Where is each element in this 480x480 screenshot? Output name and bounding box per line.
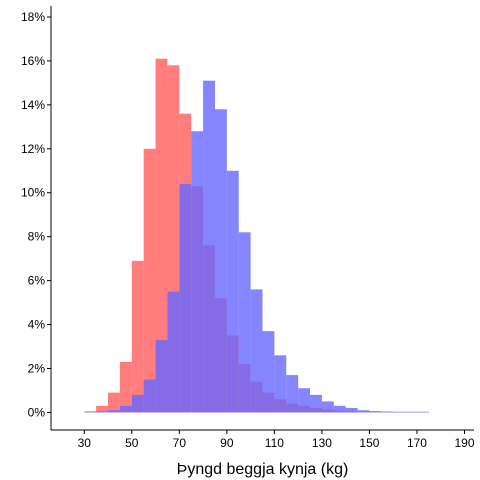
y-tick-label: 10% [21, 186, 45, 200]
x-tick-label: 130 [312, 436, 332, 450]
histogram-bar [131, 394, 144, 413]
histogram-bar [298, 388, 311, 413]
histogram-bar [262, 331, 275, 413]
histogram-bar [167, 65, 180, 413]
histogram-bar [167, 291, 180, 413]
histogram-bar [203, 80, 215, 413]
histogram-bar [119, 405, 132, 413]
x-tick-label: 30 [78, 436, 92, 450]
histogram-bar [238, 232, 251, 413]
histogram-bar [345, 408, 358, 413]
histogram-bar [310, 394, 322, 413]
histogram-bar [381, 411, 394, 413]
y-tick-label: 0% [28, 405, 46, 419]
histogram-bar [416, 411, 429, 413]
x-tick-label: 110 [265, 436, 284, 450]
x-tick-label: 190 [454, 436, 474, 450]
x-tick-label: 150 [359, 436, 379, 450]
histogram-bar [393, 411, 406, 413]
histogram-bar [250, 289, 263, 413]
histogram-bar [96, 411, 109, 413]
histogram-bar [191, 131, 204, 413]
histogram-bar [286, 375, 299, 413]
x-tick-label: 170 [407, 436, 427, 450]
histogram-bar [119, 361, 132, 413]
histogram-bar [143, 379, 156, 413]
histogram-bar [108, 410, 120, 413]
histogram-bar [84, 411, 97, 413]
y-tick-label: 8% [28, 230, 46, 244]
histogram-bar [96, 405, 109, 413]
x-tick-label: 90 [220, 436, 234, 450]
x-axis-title: Þyngd beggja kynja (kg) [177, 461, 349, 478]
x-tick-label: 70 [173, 436, 187, 450]
y-tick-label: 18% [21, 10, 45, 24]
histogram-bar [369, 411, 382, 413]
y-tick-label: 6% [28, 274, 46, 288]
histogram-bar [274, 355, 287, 413]
histogram-bar [155, 339, 168, 413]
histogram-bar [131, 260, 144, 413]
y-tick-label: 12% [21, 142, 45, 156]
series-blue-bars [84, 80, 429, 413]
histogram-bar [405, 411, 417, 413]
histogram-bar [214, 109, 227, 413]
x-tick-label: 50 [125, 436, 139, 450]
histogram-bar [155, 58, 168, 413]
y-axis-ticks: 0% 2% 4% 6% 8% 10% 12% 14% 16% 18% [21, 10, 51, 419]
histogram-bar [321, 401, 334, 413]
y-tick-label: 4% [28, 318, 46, 332]
histogram-bar [333, 405, 346, 413]
y-tick-label: 14% [21, 98, 45, 112]
histogram-bar [357, 410, 370, 413]
histogram-bar [179, 183, 192, 413]
histogram-bar [108, 392, 120, 413]
y-tick-label: 2% [28, 361, 46, 375]
histogram-bar [143, 148, 156, 413]
y-tick-label: 16% [21, 54, 45, 68]
x-axis-ticks: 30 50 70 90 110 130 150 170 190 [78, 430, 475, 450]
histogram-bar [226, 170, 239, 413]
